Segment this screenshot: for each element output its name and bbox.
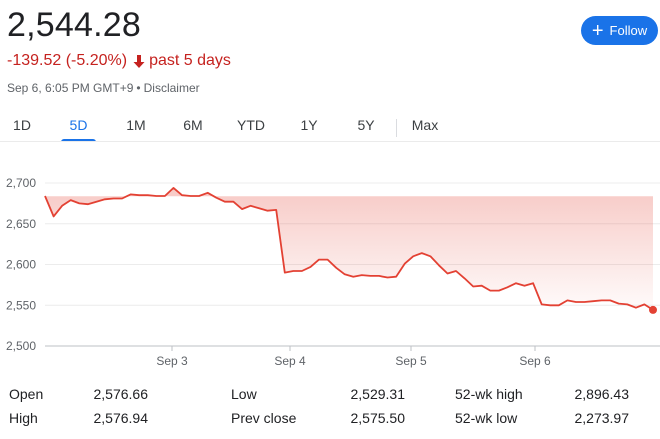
tab-5d[interactable]: 5D bbox=[61, 112, 96, 142]
tab-divider bbox=[396, 119, 397, 137]
x-tick-label: Sep 5 bbox=[395, 354, 427, 368]
follow-button[interactable]: + Follow bbox=[581, 16, 658, 45]
y-tick-label: 2,500 bbox=[6, 339, 36, 353]
stat-prev-close-label: Prev close bbox=[231, 410, 297, 426]
arrow-down-icon bbox=[133, 54, 145, 68]
stat-low-label: Low bbox=[231, 386, 257, 402]
change-period: past 5 days bbox=[149, 52, 231, 69]
stat-52wk-high-value: 2,896.43 bbox=[574, 386, 630, 402]
tab-6m[interactable]: 6M bbox=[183, 117, 203, 133]
follow-label: Follow bbox=[609, 23, 648, 38]
stat-high-value: 2,576.94 bbox=[93, 410, 149, 426]
stat-open-label: Open bbox=[9, 386, 44, 402]
x-axis-labels: Sep 3 Sep 4 Sep 5 Sep 6 bbox=[156, 346, 551, 368]
stat-high-label: High bbox=[9, 410, 38, 426]
timestamp: Sep 6, 6:05 PM GMT+9 bbox=[7, 81, 134, 95]
y-tick-label: 2,550 bbox=[6, 298, 36, 312]
stat-52wk-high-label: 52-wk high bbox=[455, 386, 523, 402]
price-line bbox=[44, 187, 654, 311]
change-value: -139.52 (-5.20%) bbox=[7, 52, 128, 69]
x-tick-label: Sep 3 bbox=[156, 354, 188, 368]
tabs-underline bbox=[0, 141, 660, 142]
y-axis-labels: 2,700 2,650 2,600 2,550 2,500 bbox=[6, 176, 36, 353]
x-tick-label: Sep 4 bbox=[274, 354, 306, 368]
tab-ytd[interactable]: YTD bbox=[237, 117, 265, 133]
tab-1m[interactable]: 1M bbox=[126, 117, 146, 133]
range-tabs: 1D 5D 1M 6M YTD 1Y 5Y Max bbox=[0, 112, 660, 142]
quote-meta: Sep 6, 6:05 PM GMT+9 • Disclaimer bbox=[7, 80, 200, 96]
stat-52wk-low-value: 2,273.97 bbox=[574, 410, 630, 426]
tab-1y[interactable]: 1Y bbox=[300, 117, 318, 133]
y-tick-label: 2,650 bbox=[6, 217, 36, 231]
x-tick-label: Sep 6 bbox=[519, 354, 551, 368]
stat-open-value: 2,576.66 bbox=[93, 386, 149, 402]
stat-low-value: 2,529.31 bbox=[350, 386, 406, 402]
price-area bbox=[45, 187, 653, 310]
stat-prev-close-value: 2,575.50 bbox=[350, 410, 406, 426]
meta-separator: • bbox=[136, 81, 141, 95]
stat-52wk-low-label: 52-wk low bbox=[455, 410, 518, 426]
price-change: -139.52 (-5.20%) past 5 days bbox=[7, 51, 231, 71]
tab-max[interactable]: Max bbox=[411, 117, 439, 133]
tab-5y[interactable]: 5Y bbox=[357, 117, 375, 133]
disclaimer-link[interactable]: Disclaimer bbox=[143, 81, 200, 95]
y-tick-label: 2,700 bbox=[6, 176, 36, 190]
stats-row: High 2,576.94 Prev close 2,575.50 52-wk … bbox=[0, 410, 660, 434]
current-price: 2,544.28 bbox=[7, 6, 141, 44]
plus-icon: + bbox=[591, 19, 604, 42]
stats-row: Open 2,576.66 Low 2,529.31 52-wk high 2,… bbox=[0, 386, 660, 410]
last-price-point bbox=[649, 305, 657, 314]
tab-1d[interactable]: 1D bbox=[13, 117, 31, 133]
y-tick-label: 2,600 bbox=[6, 258, 36, 272]
